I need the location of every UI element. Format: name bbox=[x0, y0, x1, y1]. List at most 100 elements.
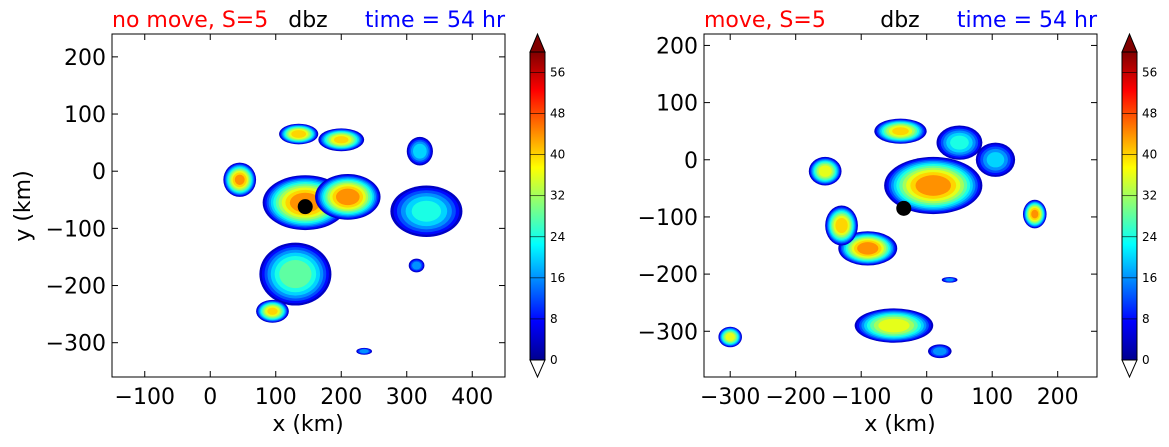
x-tick-label: 400 bbox=[451, 385, 493, 410]
plot-frame bbox=[111, 33, 506, 378]
contour-level bbox=[932, 347, 947, 356]
reflectivity-cell bbox=[390, 185, 463, 237]
contour-fill bbox=[718, 118, 1047, 359]
title-right: time = 54 hr bbox=[365, 8, 506, 33]
colorbar-ticks: 0 8 16 24 32 40 48 56 bbox=[1122, 66, 1157, 367]
colorbar-max-extend bbox=[529, 32, 546, 53]
contour-level bbox=[267, 307, 278, 315]
plot-frame bbox=[703, 33, 1098, 378]
reflectivity-cell bbox=[279, 123, 319, 145]
colorbar-tick-label: 8 bbox=[1142, 312, 1150, 326]
x-tick-label: 100 bbox=[255, 385, 297, 410]
contour-level bbox=[878, 318, 910, 333]
reflectivity-cell bbox=[884, 156, 983, 215]
reflectivity-cell bbox=[874, 118, 927, 144]
contour-level bbox=[335, 188, 360, 206]
colorbar-tick-label: 24 bbox=[550, 230, 565, 244]
colorbar-tick-label: 40 bbox=[1142, 148, 1157, 162]
colorbar-tick-label: 8 bbox=[550, 312, 558, 326]
contour-level bbox=[835, 217, 848, 234]
contour-level bbox=[234, 174, 245, 185]
reflectivity-cell bbox=[256, 299, 289, 323]
title-center: dbz bbox=[288, 8, 327, 33]
y-tick-label: −300 bbox=[638, 320, 698, 345]
colorbar-max-extend bbox=[1121, 32, 1138, 53]
colorbar-tick-label: 48 bbox=[1142, 107, 1157, 121]
reflectivity-cell bbox=[356, 347, 373, 355]
colorbar-tick-label: 16 bbox=[550, 271, 565, 285]
title-center: dbz bbox=[880, 8, 919, 33]
reflectivity-cell bbox=[936, 125, 983, 160]
reflectivity-cell bbox=[406, 136, 433, 166]
contour-level bbox=[279, 260, 312, 289]
contour-level bbox=[359, 349, 369, 354]
contour-level bbox=[986, 152, 1005, 168]
reflectivity-cell bbox=[718, 326, 742, 348]
colorbar-2: 0 8 16 24 32 40 48 56 bbox=[1121, 32, 1157, 379]
reflectivity-cell bbox=[975, 142, 1016, 177]
colorbar-tick-label: 16 bbox=[1142, 271, 1157, 285]
reflectivity-cell bbox=[318, 128, 365, 152]
colorbar-gradient bbox=[1121, 51, 1138, 361]
contour-level bbox=[915, 175, 951, 196]
storm-center-marker bbox=[297, 199, 313, 215]
contour-level bbox=[950, 135, 969, 150]
reflectivity-cell bbox=[1022, 199, 1047, 229]
colorbar-tick-label: 0 bbox=[550, 353, 558, 367]
y-tick-label: −100 bbox=[638, 206, 698, 231]
reflectivity-cell bbox=[825, 205, 858, 246]
x-axis-ticks: −100 0 100 200 300 400 bbox=[115, 34, 493, 410]
contour-level bbox=[411, 200, 442, 222]
y-tick-label: 0 bbox=[92, 160, 106, 185]
colorbar-tick-label: 24 bbox=[1142, 230, 1157, 244]
reflectivity-cell bbox=[408, 258, 425, 273]
contour-level bbox=[1031, 209, 1039, 219]
contour-level bbox=[413, 143, 427, 159]
colorbar-gradient bbox=[529, 51, 546, 361]
colorbar-ticks: 0 8 16 24 32 40 48 56 bbox=[530, 66, 565, 367]
panel-move: move, S=5 dbz time = 54 hr −300 −200 −100 0… bbox=[638, 8, 1098, 437]
x-tick-label: −300 bbox=[700, 385, 760, 410]
contour-level bbox=[291, 130, 307, 138]
colorbar-tick-label: 40 bbox=[550, 148, 565, 162]
contour-level bbox=[334, 136, 349, 144]
plot-area bbox=[112, 34, 505, 377]
y-tick-label: −100 bbox=[46, 217, 106, 242]
x-tick-label: 200 bbox=[1037, 385, 1079, 410]
reflectivity-cell bbox=[854, 308, 934, 343]
plot-area bbox=[704, 34, 1097, 377]
x-axis-label: x (km) bbox=[864, 412, 935, 437]
reflectivity-cell bbox=[928, 344, 952, 359]
y-tick-label: 200 bbox=[64, 46, 106, 71]
title-left: no move, S=5 bbox=[112, 8, 268, 33]
x-axis-label: x (km) bbox=[272, 412, 343, 437]
colorbar-tick-label: 56 bbox=[550, 66, 565, 80]
y-axis-label: y (km) bbox=[11, 170, 36, 241]
y-tick-label: −300 bbox=[46, 332, 106, 357]
reflectivity-cell bbox=[838, 231, 898, 266]
colorbar-tick-label: 48 bbox=[550, 107, 565, 121]
colorbar-tick-label: 32 bbox=[550, 189, 565, 203]
y-tick-label: 0 bbox=[684, 149, 698, 174]
contour-level bbox=[725, 332, 735, 342]
title-left: move, S=5 bbox=[704, 8, 826, 33]
contour-level bbox=[945, 278, 954, 282]
x-tick-label: 0 bbox=[203, 385, 217, 410]
y-tick-label: 200 bbox=[656, 34, 698, 59]
x-tick-label: 0 bbox=[920, 385, 934, 410]
x-tick-label: −100 bbox=[115, 385, 175, 410]
reflectivity-cell bbox=[808, 156, 842, 186]
x-tick-label: −200 bbox=[765, 385, 825, 410]
y-tick-label: −200 bbox=[638, 263, 698, 288]
contour-level bbox=[412, 261, 422, 270]
y-tick-label: 100 bbox=[64, 103, 106, 128]
contour-level bbox=[818, 165, 832, 177]
colorbar-min-extend bbox=[529, 359, 546, 379]
colorbar-tick-label: 0 bbox=[1142, 353, 1150, 367]
y-tick-label: −200 bbox=[46, 275, 106, 300]
reflectivity-cell bbox=[941, 276, 958, 283]
reflectivity-cell bbox=[315, 174, 381, 220]
colorbar-tick-label: 56 bbox=[1142, 66, 1157, 80]
contour-level bbox=[892, 127, 909, 136]
